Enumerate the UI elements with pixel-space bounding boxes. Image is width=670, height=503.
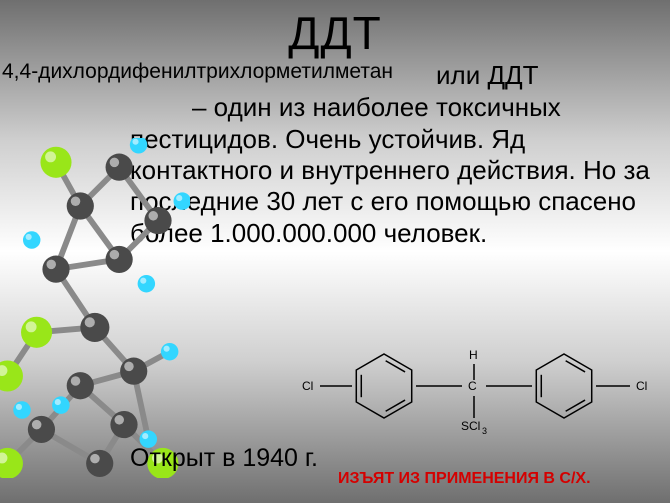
structural-formula-icon: Cl Cl C H SCl3: [296, 326, 656, 446]
molecule-3d-icon: [0, 138, 190, 478]
subtitle-or-ddt: или ДДТ: [436, 60, 539, 91]
svg-text:SCl: SCl: [461, 419, 480, 433]
svg-text:H: H: [469, 348, 478, 362]
slide: ДДТ 4,4-дихлордифенилтрихлорметилметан и…: [0, 0, 670, 503]
body-text: пестицидов. Очень устойчив. Яд контактно…: [130, 124, 650, 249]
svg-text:Cl: Cl: [636, 379, 647, 393]
svg-text:3: 3: [482, 426, 487, 436]
svg-text:C: C: [468, 379, 477, 393]
withdrawn-text: ИЗЪЯТ ИЗ ПРИМЕНЕНИЯ В С/Х.: [338, 470, 591, 488]
subtitle-line2: – один из наиболее токсичных: [192, 92, 561, 123]
svg-text:Cl: Cl: [302, 379, 313, 393]
discovered-text: Открыт в 1940 г.: [130, 444, 318, 473]
title: ДДТ: [0, 6, 670, 60]
subtitle-chemical-name: 4,4-дихлордифенилтрихлорметилметан: [2, 60, 393, 84]
